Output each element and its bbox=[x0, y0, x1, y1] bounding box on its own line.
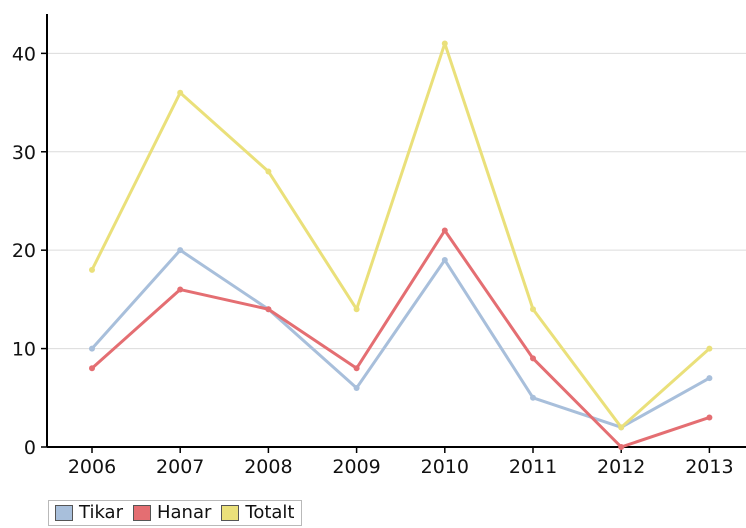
data-point bbox=[441, 227, 448, 234]
series-tikar bbox=[89, 247, 713, 431]
series-line-totalt bbox=[90, 42, 711, 429]
x-tick-label: 2013 bbox=[685, 456, 733, 478]
data-point bbox=[706, 345, 713, 352]
legend-label: Tikar bbox=[79, 502, 123, 523]
y-tick-label: 0 bbox=[24, 437, 36, 459]
series-line-hanar bbox=[91, 229, 710, 449]
legend-swatch bbox=[55, 505, 73, 521]
legend-swatch bbox=[221, 505, 240, 521]
y-tick-label: 20 bbox=[12, 240, 36, 262]
series-lines bbox=[89, 40, 713, 450]
data-point bbox=[706, 414, 713, 421]
y-tick-label: 40 bbox=[12, 43, 36, 65]
legend: Tikar Hanar Totalt bbox=[48, 500, 302, 526]
data-point bbox=[89, 365, 95, 372]
x-tick-label: 2010 bbox=[421, 456, 469, 478]
x-axis-ticks: 2006 2007 2008 2009 2010 2011 2012 2013 bbox=[68, 447, 734, 478]
legend-item-totalt: Totalt bbox=[221, 501, 295, 525]
data-point bbox=[441, 40, 448, 47]
y-tick-label: 30 bbox=[12, 142, 36, 164]
legend-label: Hanar bbox=[156, 502, 212, 523]
data-point bbox=[530, 306, 536, 313]
data-point bbox=[265, 306, 272, 313]
x-tick-label: 2011 bbox=[509, 456, 557, 478]
grid-lines bbox=[47, 52, 746, 350]
data-point bbox=[441, 257, 448, 264]
data-point bbox=[530, 394, 536, 401]
data-point bbox=[530, 355, 536, 362]
x-tick-label: 2006 bbox=[68, 456, 116, 478]
data-point bbox=[265, 168, 272, 175]
axes bbox=[46, 14, 746, 448]
legend-item-hanar: Hanar bbox=[132, 501, 212, 525]
series-totalt bbox=[89, 40, 713, 431]
data-point bbox=[177, 89, 184, 96]
series-hanar bbox=[89, 227, 713, 450]
x-tick-label: 2012 bbox=[597, 456, 645, 478]
data-point bbox=[353, 384, 360, 391]
data-point bbox=[353, 365, 360, 372]
y-axis-ticks: 0 10 20 30 40 bbox=[12, 43, 47, 459]
legend-item-tikar: Tikar bbox=[55, 501, 123, 525]
x-tick-label: 2008 bbox=[244, 456, 292, 478]
data-point bbox=[706, 375, 713, 382]
legend-label: Totalt bbox=[245, 502, 295, 523]
data-point bbox=[353, 306, 360, 313]
data-point bbox=[177, 247, 184, 254]
data-point bbox=[89, 345, 95, 352]
data-point bbox=[618, 424, 625, 431]
data-point bbox=[177, 286, 184, 293]
y-tick-label: 10 bbox=[12, 339, 36, 361]
legend-swatch bbox=[132, 505, 151, 521]
data-point bbox=[618, 444, 625, 450]
x-tick-label: 2007 bbox=[156, 456, 204, 478]
data-point bbox=[89, 266, 95, 273]
series-line-tikar bbox=[90, 248, 711, 429]
x-tick-label: 2009 bbox=[332, 456, 380, 478]
